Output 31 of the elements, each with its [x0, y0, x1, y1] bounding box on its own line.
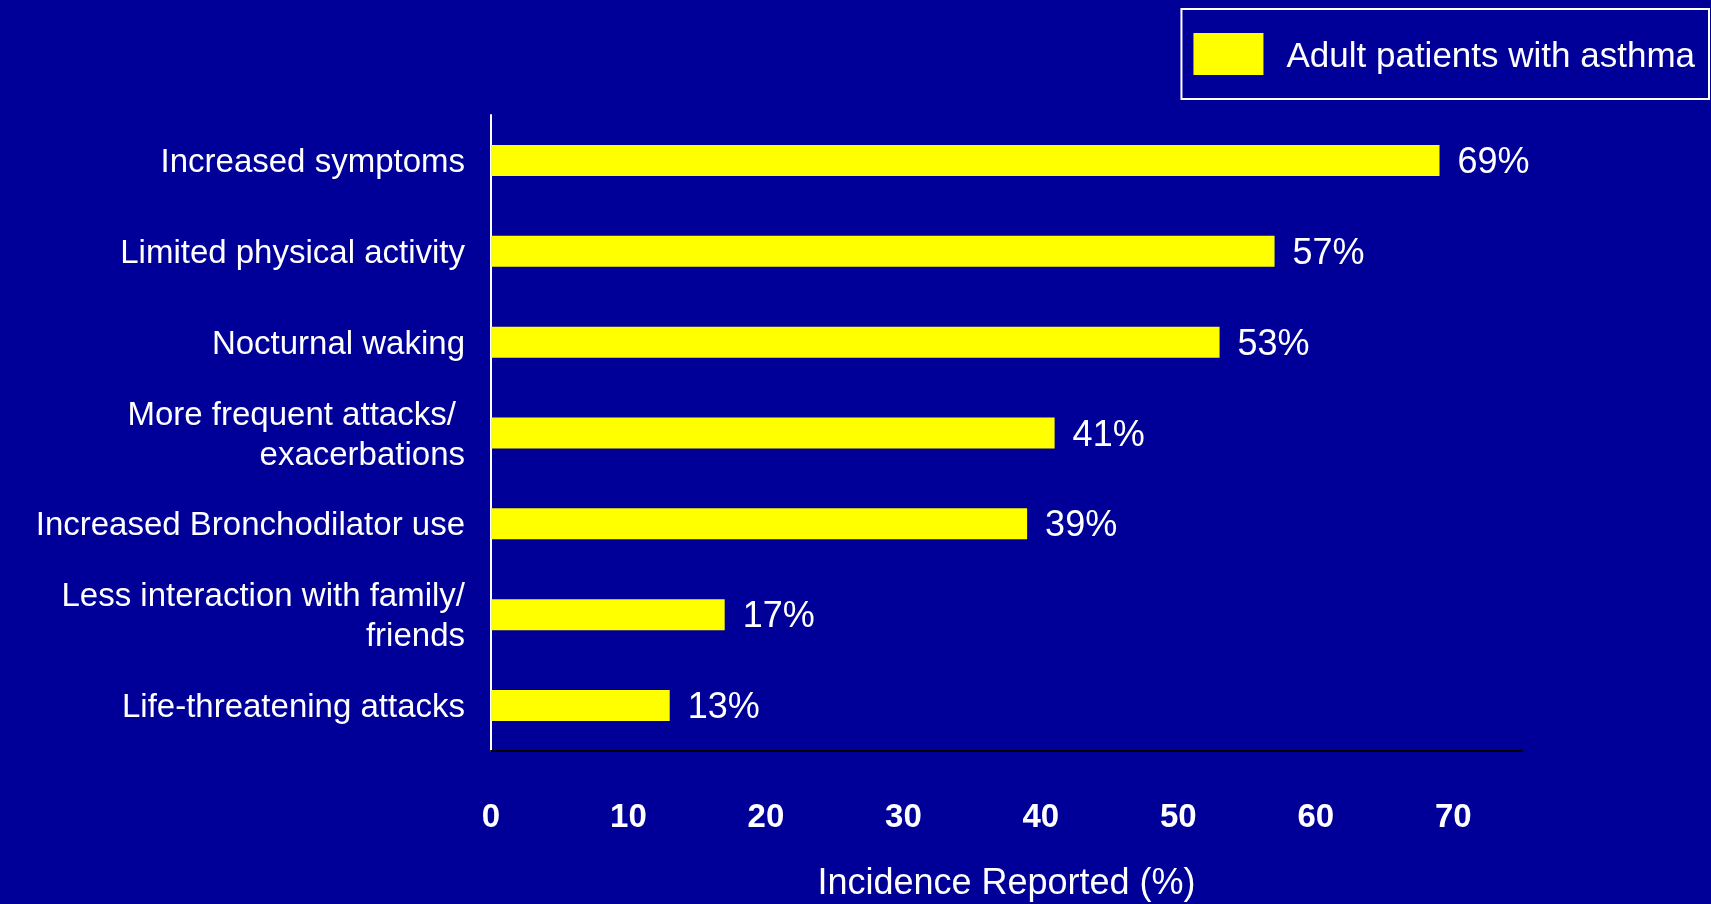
- x-tick-label: 0: [481, 797, 501, 834]
- bar: [491, 508, 1028, 540]
- x-tick-label: 30: [885, 797, 922, 834]
- bar: [491, 599, 725, 631]
- y-tick-label: Less interaction with family/friends: [61, 576, 466, 654]
- data-label: 13%: [687, 685, 760, 727]
- x-tick-label: 20: [747, 797, 785, 834]
- data-label: 69%: [1457, 139, 1530, 181]
- bar: [491, 690, 670, 722]
- y-tick-label: Life-threatening attacks: [121, 687, 465, 725]
- x-tick-label: 60: [1297, 797, 1335, 834]
- x-tick-label: 70: [1434, 797, 1472, 834]
- x-tick-label: 10: [610, 797, 647, 834]
- data-label: 17%: [742, 594, 815, 636]
- bar: [491, 326, 1220, 358]
- data-label: 39%: [1045, 503, 1118, 545]
- x-tick-label: 50: [1159, 797, 1197, 834]
- y-tick-label: Increased Bronchodilator use: [35, 505, 465, 543]
- bar: [491, 235, 1275, 267]
- bar: [491, 417, 1055, 449]
- data-label: 57%: [1292, 230, 1365, 272]
- y-tick-label: Nocturnal waking: [211, 323, 465, 361]
- data-label: 41%: [1072, 412, 1145, 454]
- x-axis-title: Incidence Reported (%): [817, 860, 1196, 902]
- legend-label: Adult patients with asthma: [1286, 34, 1696, 74]
- y-tick-label: Limited physical activity: [120, 232, 466, 270]
- y-tick-label: Increased symptoms: [160, 141, 465, 179]
- bar: [491, 144, 1440, 176]
- data-label: 53%: [1237, 321, 1310, 363]
- x-tick-label: 40: [1022, 797, 1060, 834]
- y-tick-label: More frequent attacks/ exacerbations: [127, 394, 465, 472]
